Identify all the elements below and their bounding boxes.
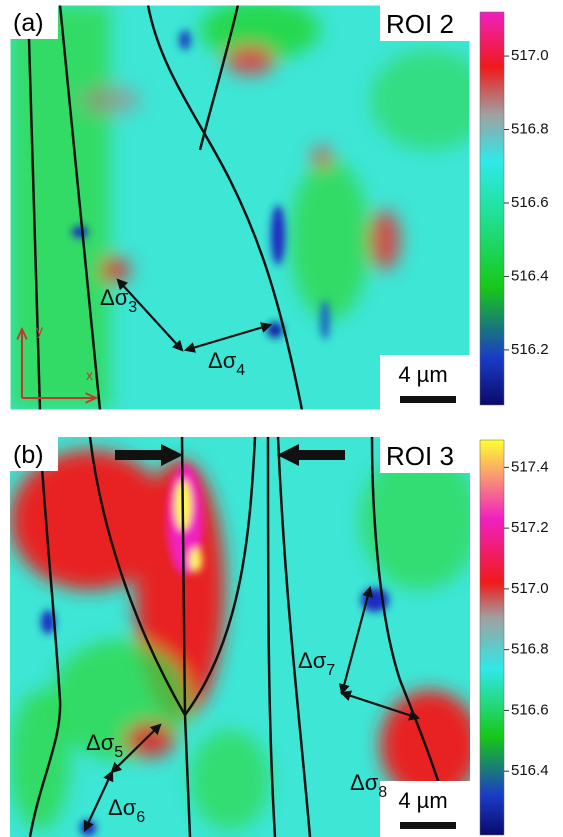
tick-label: 517.2 bbox=[511, 519, 549, 536]
scale-bar bbox=[400, 822, 456, 829]
axis-label: y bbox=[36, 322, 43, 338]
subscript: 5 bbox=[114, 744, 123, 761]
axis-label: x bbox=[86, 367, 93, 383]
scale-bar bbox=[400, 396, 456, 403]
tick-label: 516.4 bbox=[511, 762, 549, 779]
arrow bbox=[338, 585, 374, 696]
overlay: (a) ROI 24 µmyxΔσ3Δσ4516.2516.4516.6516.8… bbox=[10, 5, 549, 837]
symbol: Δσ bbox=[350, 770, 379, 795]
roi-title: ROI 3 bbox=[386, 441, 454, 471]
panel-label: (a) bbox=[13, 9, 44, 37]
tick-label: 516.4 bbox=[511, 267, 549, 284]
scale-text: 4 µm bbox=[398, 362, 447, 387]
symbol: Δσ bbox=[208, 348, 237, 373]
tick-label: 517.0 bbox=[511, 580, 549, 597]
tick-label: 517.0 bbox=[511, 47, 549, 64]
annotation: Δσ3 bbox=[100, 285, 137, 316]
subscript: 6 bbox=[136, 809, 145, 826]
annotation: Δσ8 bbox=[350, 770, 387, 801]
axes-icon bbox=[22, 330, 95, 398]
map-b bbox=[10, 437, 470, 837]
tick-label: 516.8 bbox=[511, 121, 549, 138]
tick-label: 516.6 bbox=[511, 701, 549, 718]
tick-label: 516.8 bbox=[511, 641, 549, 658]
tick-label: 516.2 bbox=[511, 341, 549, 358]
annotation: Δσ5 bbox=[86, 730, 123, 761]
symbol: Δσ bbox=[86, 730, 115, 755]
annotation: Δσ6 bbox=[108, 795, 145, 826]
arrow bbox=[339, 690, 421, 721]
map-a bbox=[10, 5, 470, 410]
scale-box bbox=[380, 355, 470, 415]
panel-label: (b) bbox=[13, 441, 44, 469]
tick-label: 516.6 bbox=[511, 194, 549, 211]
label-box bbox=[10, 437, 58, 471]
roi-box bbox=[380, 437, 470, 473]
subscript: 7 bbox=[326, 662, 335, 679]
roi-title: ROI 2 bbox=[386, 9, 454, 39]
arrow bbox=[83, 770, 114, 832]
symbol: Δσ bbox=[100, 285, 129, 310]
colorbar bbox=[479, 439, 505, 836]
arrow bbox=[110, 723, 162, 774]
scale-text: 4 µm bbox=[398, 788, 447, 813]
annotation: Δσ7 bbox=[298, 648, 335, 679]
subscript: 3 bbox=[128, 299, 137, 316]
annotation: Δσ4 bbox=[208, 348, 245, 379]
arrow bbox=[183, 322, 273, 353]
symbol: Δσ bbox=[108, 795, 137, 820]
symbol: Δσ bbox=[298, 648, 327, 673]
subscript: 8 bbox=[378, 784, 387, 801]
frame bbox=[9, 4, 471, 411]
subscript: 4 bbox=[236, 362, 245, 379]
colorbar bbox=[479, 11, 505, 406]
arrow bbox=[116, 278, 184, 352]
roi-box bbox=[380, 5, 470, 41]
tick-label: 517.4 bbox=[511, 458, 549, 475]
label-box bbox=[10, 5, 58, 39]
